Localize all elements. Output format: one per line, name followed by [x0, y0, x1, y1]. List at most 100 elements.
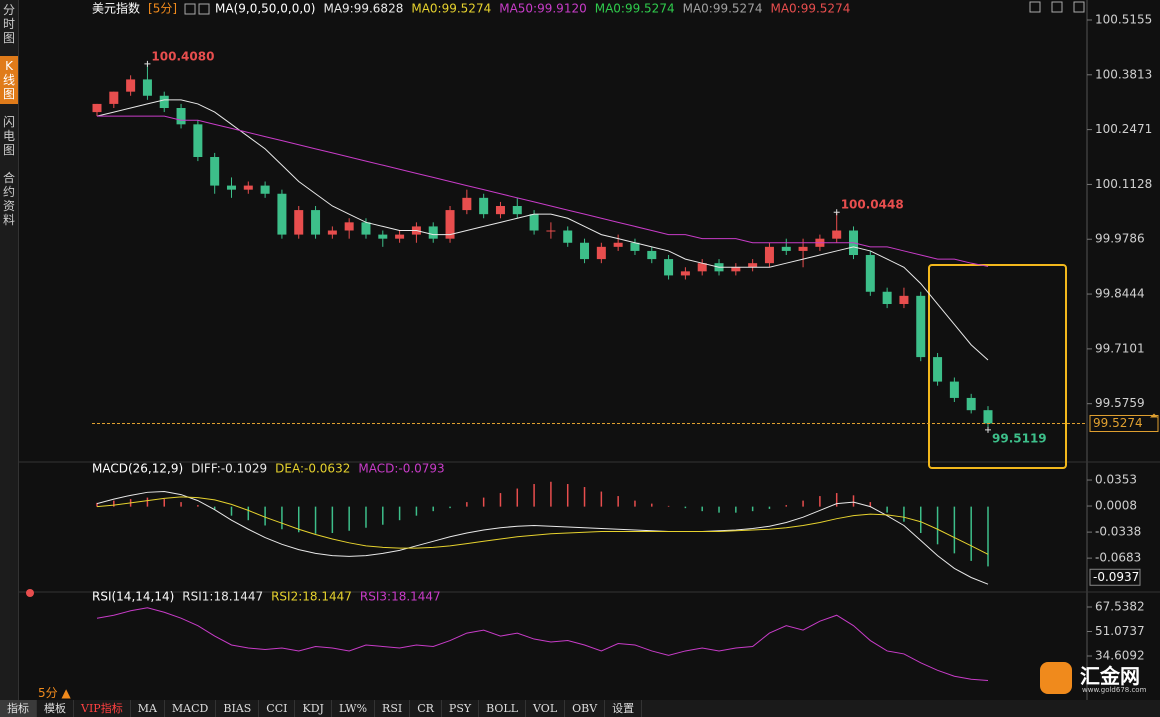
y-tick-label: 100.2471 — [1095, 122, 1152, 136]
candle-body — [916, 295, 926, 358]
sidebar-tab[interactable]: 分时图 — [2, 3, 15, 45]
sidebar-tab[interactable]: 合约资料 — [2, 171, 15, 227]
highlight-box — [928, 264, 1067, 469]
legend-label: MACD(26,12,9) — [92, 462, 183, 476]
toolbar-button[interactable]: CCI — [259, 700, 296, 717]
candle-body — [260, 185, 270, 194]
extreme-marker — [985, 426, 991, 433]
y-tick-label: 51.0737 — [1095, 624, 1145, 638]
candle-body — [445, 210, 455, 239]
candle-body — [680, 271, 690, 276]
y-tick-label: 67.5382 — [1095, 599, 1145, 613]
candle-body — [277, 193, 287, 235]
toolbar-button[interactable]: OBV — [565, 700, 606, 717]
logo-url: www.gold678.com — [1082, 686, 1147, 694]
candle-body — [983, 410, 993, 424]
candle-body — [899, 295, 909, 305]
candle-body — [764, 246, 774, 264]
logo: 汇金网 www.gold678.com — [1040, 660, 1158, 698]
legend-label: RSI3:18.1447 — [360, 590, 441, 604]
last-price-box — [1089, 414, 1159, 432]
legend-label: MA9:99.6828 — [323, 2, 403, 16]
y-tick-label: -0.0338 — [1095, 525, 1141, 539]
toolbar-icon[interactable] — [1073, 1, 1085, 13]
header-icon — [198, 3, 210, 15]
candle-body — [664, 259, 674, 276]
legend-label: 美元指数 — [92, 1, 140, 16]
toolbar-button[interactable]: 设置 — [605, 700, 643, 717]
toolbar-icon[interactable] — [1029, 1, 1041, 13]
ma-line — [96, 99, 989, 361]
toolbar-button[interactable]: VOL — [526, 700, 566, 717]
extreme-label: 99.5119 — [992, 431, 1047, 445]
period-button[interactable]: 5分 ▲ — [38, 686, 71, 700]
toolbar-button[interactable]: VIP指标 — [74, 700, 131, 717]
candle-body — [596, 246, 606, 260]
current-value-box — [1089, 568, 1141, 586]
legend-label: MA(9,0,50,0,0,0) — [215, 2, 315, 16]
toolbar-button[interactable]: MACD — [165, 700, 217, 717]
toolbar-button[interactable]: BIAS — [216, 700, 260, 717]
candle-body — [126, 79, 136, 92]
toolbar-button[interactable]: LW% — [332, 700, 376, 717]
legend-label: MA0:99.5274 — [770, 2, 850, 16]
candle-body — [933, 357, 943, 382]
candle-body — [865, 255, 875, 292]
toolbar-button[interactable]: KDJ — [295, 700, 332, 717]
sidebar-tab[interactable]: 闪电图 — [2, 115, 15, 157]
current-value-label: -0.0937 — [1093, 570, 1139, 584]
candle-body — [748, 263, 758, 268]
candle-body — [176, 108, 186, 125]
y-tick-label: 99.8444 — [1095, 287, 1145, 301]
y-tick-label: 100.3813 — [1095, 67, 1152, 81]
y-tick-label: 100.1128 — [1095, 177, 1152, 191]
candle-body — [781, 246, 791, 251]
candle-body — [697, 263, 707, 272]
extreme-label: 100.4080 — [151, 49, 214, 63]
logo-name: 汇金网 — [1080, 664, 1140, 688]
candle-body — [344, 222, 354, 231]
y-tick-label: 0.0353 — [1095, 473, 1137, 487]
legend-label: MA0:99.5274 — [595, 2, 675, 16]
legend-label: DIFF:-0.1029 — [191, 462, 267, 476]
candle-body — [92, 103, 102, 113]
legend-label: MACD:-0.0793 — [358, 462, 444, 476]
toolbar-button[interactable]: PSY — [442, 700, 480, 717]
y-tick-label: 99.7101 — [1095, 341, 1145, 355]
candle-body — [580, 242, 590, 260]
toolbar-button[interactable]: BOLL — [479, 700, 527, 717]
candle-body — [193, 124, 203, 158]
toolbar-button[interactable]: RSI — [375, 700, 411, 717]
toolbar-icon[interactable] — [1051, 1, 1063, 13]
logo-icon — [1040, 662, 1072, 694]
toolbar-button[interactable]: MA — [131, 700, 165, 717]
rsi-line — [96, 607, 989, 681]
candle-body — [378, 234, 388, 239]
legend-label: RSI2:18.1447 — [271, 590, 352, 604]
candle-body — [949, 381, 959, 398]
y-tick-label: 99.9786 — [1095, 232, 1145, 246]
legend-label: RSI(14,14,14) — [92, 590, 174, 604]
candle-body — [495, 206, 505, 215]
toolbar-button[interactable]: 模板 — [37, 700, 74, 717]
candle-body — [882, 291, 892, 305]
candle-body — [832, 230, 842, 239]
extreme-label: 100.0448 — [841, 198, 904, 212]
y-tick-label: 100.5155 — [1095, 13, 1152, 27]
chart: 100.5155 100.3813 100.2471 100.1128 99.9786 9… — [18, 0, 1160, 700]
y-tick-label: 34.6092 — [1095, 648, 1145, 662]
legend-label: RSI1:18.1447 — [182, 590, 263, 604]
legend-label: MA50:99.9120 — [499, 2, 587, 16]
y-tick-label: 99.5759 — [1095, 396, 1145, 410]
sidebar-tab[interactable]: K线图 — [0, 56, 18, 104]
candle-body — [210, 157, 220, 186]
macd-line — [96, 491, 989, 585]
settings-dot[interactable] — [26, 589, 34, 597]
toolbar-button[interactable]: CR — [410, 700, 442, 717]
toolbar-button[interactable]: 指标 — [0, 700, 37, 717]
candle-body — [647, 250, 657, 260]
candle-body — [613, 242, 623, 247]
last-price-arrow — [1150, 413, 1158, 418]
legend-label: [5分] — [148, 2, 177, 16]
